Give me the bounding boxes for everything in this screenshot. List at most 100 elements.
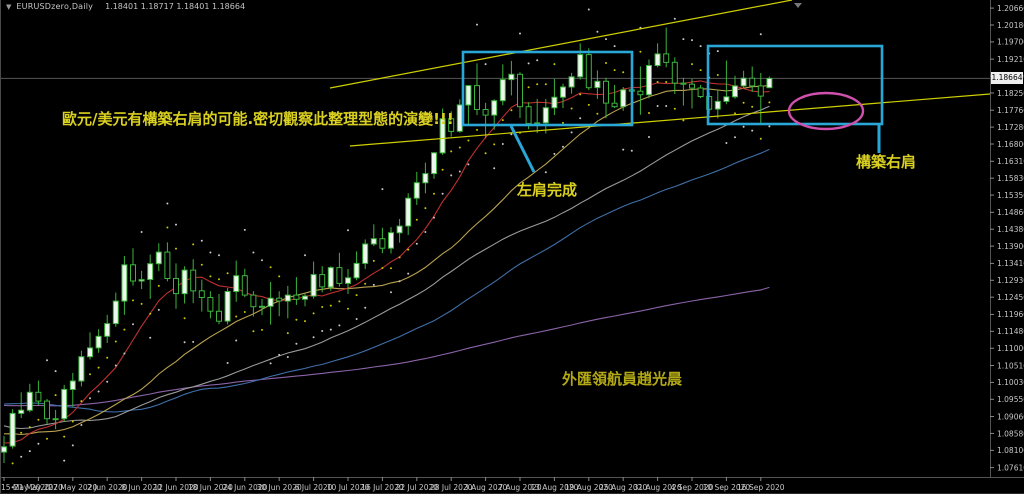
bear-candle-body [250, 294, 257, 308]
bear-candle-body [671, 61, 678, 84]
sar-yellow-dot [441, 168, 444, 171]
sar-yellow-dot [407, 248, 410, 251]
sar-yellow-dot [656, 81, 659, 83]
bull-candle-body [594, 80, 601, 89]
sar-white-dot [467, 163, 470, 166]
sar-white-dot [123, 352, 126, 355]
bear-candle-body [336, 267, 343, 284]
date-axis-label: 18 Jun 2020 [188, 483, 233, 492]
sar-white-dot [458, 170, 461, 173]
date-axis-label: 6 Jul 2020 [295, 483, 333, 492]
sar-yellow-dot [501, 119, 504, 122]
bull-candle-body [121, 264, 128, 302]
sar-yellow-dot [716, 74, 719, 76]
annotation-right-shoulder-label[interactable]: 構築右肩 [856, 153, 917, 171]
sar-white-dot [175, 223, 177, 226]
annotation-left-shoulder-label[interactable]: 左肩完成 [517, 181, 578, 199]
sar-yellow-dot [390, 267, 392, 270]
price-axis-label: 1.15350 [997, 191, 1024, 200]
sar-white-dot [476, 23, 478, 26]
sar-yellow-dot [140, 302, 143, 305]
sar-yellow-dot [613, 69, 616, 72]
sar-yellow-dot [28, 426, 31, 429]
bear-candle-body [689, 83, 695, 89]
price-axis[interactable]: 1.206601.201801.197001.192101.187301.182… [990, 0, 1024, 477]
sar-white-dot [665, 105, 668, 107]
right-shoulder-ellipse[interactable] [787, 91, 865, 131]
sar-yellow-dot [648, 112, 650, 114]
price-axis-label: 1.19210 [997, 55, 1024, 64]
annotation-watermark: 外匯領航員趙光晨 [562, 370, 683, 388]
sar-white-dot [544, 171, 547, 174]
sar-white-dot [226, 362, 229, 364]
date-axis-label: 16 Jul 2020 [361, 483, 404, 492]
sar-white-dot [252, 251, 255, 254]
moving-averages-layer [3, 80, 770, 444]
bear-candle-body [757, 85, 764, 97]
sar-white-dot [510, 133, 513, 136]
bull-candle-body [560, 86, 566, 98]
sar-yellow-dot [759, 137, 762, 140]
sar-yellow-dot [673, 107, 676, 110]
bull-candle-body [259, 305, 265, 308]
sar-yellow-dot [691, 63, 693, 66]
bull-candle-body [646, 65, 652, 96]
sar-white-dot [407, 272, 410, 275]
sar-yellow-dot [114, 340, 117, 343]
price-axis-label: 1.13900 [997, 242, 1024, 251]
bear-candle-body [611, 102, 618, 108]
sar-white-dot [364, 306, 367, 309]
bear-candle-body [207, 297, 214, 312]
bull-candle-body [310, 274, 317, 297]
bull-candle-body [69, 380, 76, 390]
bear-candle-body [216, 310, 222, 322]
sar-white-dot [570, 131, 573, 134]
annotation-main-note[interactable]: 歐元/美元有構築右肩的可能.密切觀察此整理型態的演變!!! [62, 110, 454, 128]
sar-yellow-dot [295, 318, 298, 321]
sar-yellow-dot [450, 150, 453, 153]
chart-title-overlay: ▼ EURUSDzero,Daily 1.18401 1.18717 1.18401… [6, 2, 245, 11]
sar-yellow-dot [579, 93, 582, 96]
price-axis-label: 1.17760 [997, 106, 1024, 115]
collapse-triangle-icon[interactable]: ▼ [6, 3, 12, 11]
sar-yellow-dot [347, 307, 349, 310]
trendlines-layer[interactable] [329, 0, 991, 147]
sar-yellow-dot [89, 373, 91, 376]
bull-candle-body [542, 107, 549, 124]
sar-white-dot [450, 174, 453, 177]
chart-shift-marker-icon[interactable] [794, 3, 802, 8]
sar-yellow-dot [200, 263, 203, 266]
bull-candle-body [740, 77, 747, 87]
bull-candle-body [52, 418, 59, 421]
sar-yellow-dot [665, 81, 668, 83]
bull-candle-body [456, 104, 463, 132]
sar-white-dot [338, 324, 341, 327]
sar-yellow-dot [527, 86, 530, 89]
sar-white-dot [372, 283, 375, 286]
sar-white-dot [579, 117, 582, 120]
candles-layer[interactable] [1, 27, 773, 464]
bear-candle-body [379, 238, 386, 249]
sar-yellow-dot [132, 299, 134, 302]
sar-yellow-dot [46, 437, 48, 440]
sar-yellow-dot [80, 400, 83, 403]
date-axis-label: 22 Jul 2020 [396, 483, 439, 492]
sar-yellow-dot [166, 226, 169, 229]
price-axis-label: 1.10510 [997, 361, 1024, 370]
bear-candle-body [749, 77, 756, 87]
sar-yellow-dot [536, 83, 539, 86]
pattern-boxes-layer[interactable] [461, 44, 884, 173]
price-axis-label: 1.14860 [997, 208, 1024, 217]
sar-white-dot [355, 318, 358, 320]
price-axis-label: 1.11960 [997, 310, 1024, 319]
sar-white-dot [536, 59, 539, 62]
sar-white-dot [759, 33, 762, 36]
bear-candle-body [276, 297, 283, 302]
bull-candle-body [104, 323, 111, 337]
sar-white-dot [286, 356, 289, 358]
date-axis-label: 13 Aug 2020 [530, 483, 578, 492]
sar-yellow-dot [329, 304, 332, 307]
sar-white-dot [11, 486, 14, 489]
